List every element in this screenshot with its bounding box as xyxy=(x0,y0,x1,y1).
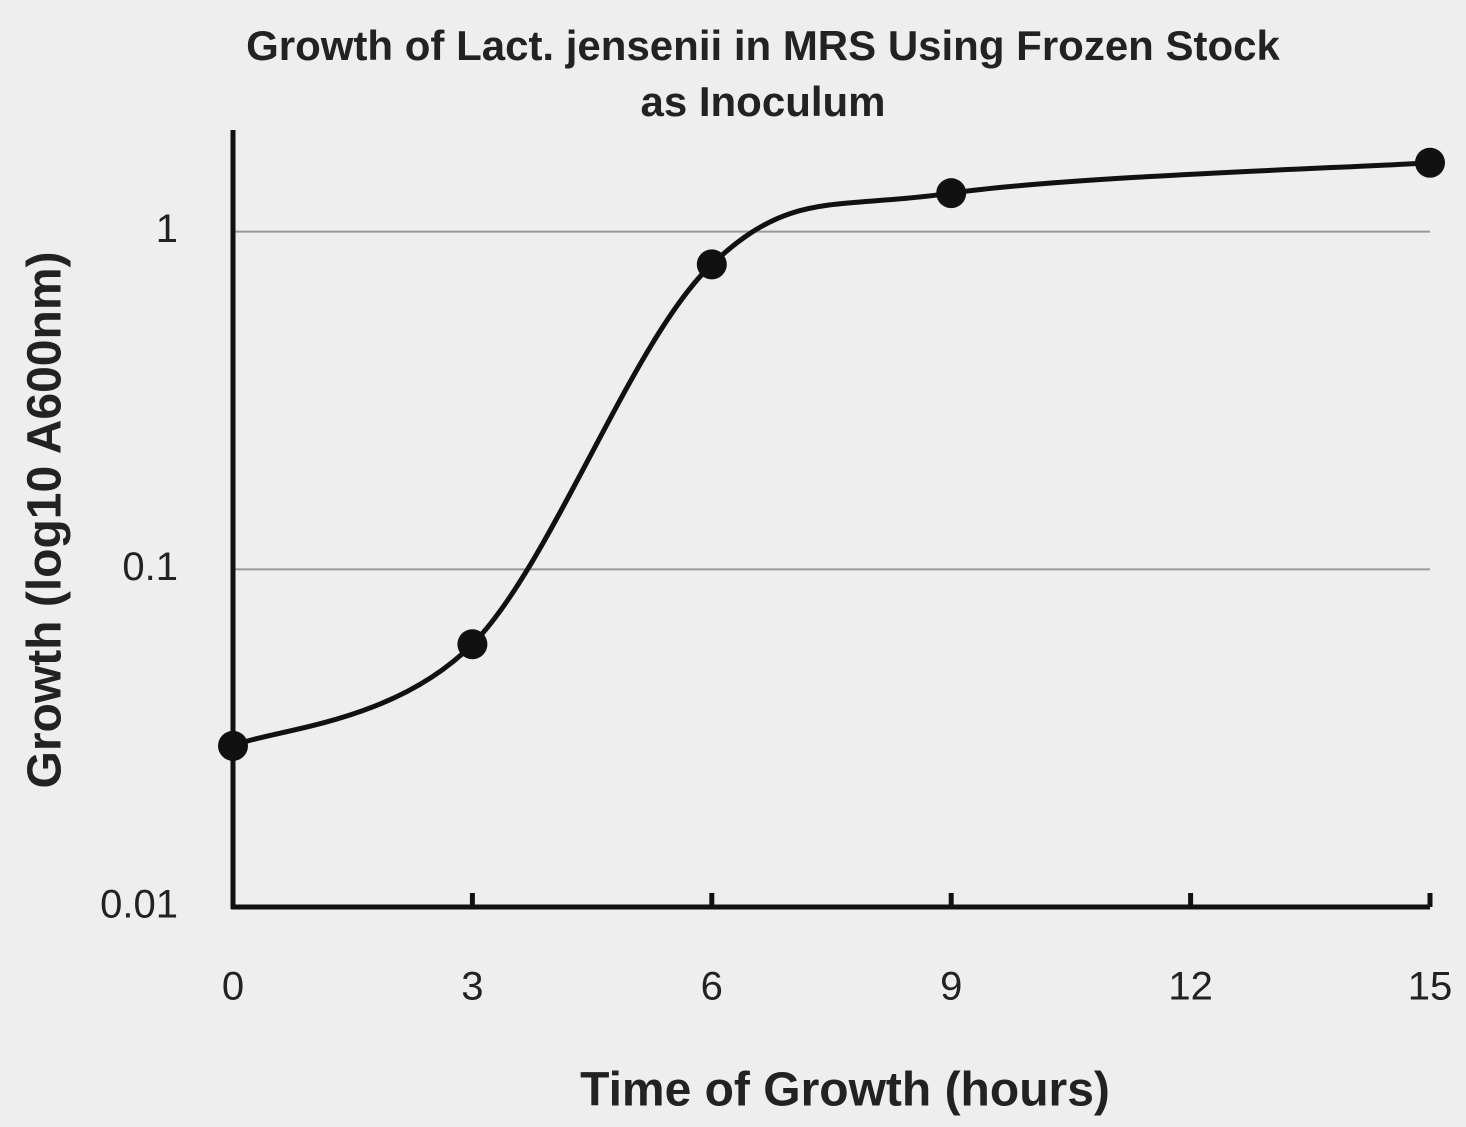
chart-title: Growth of Lact. jensenii in MRS Using Fr… xyxy=(246,22,1280,125)
y-tick-label: 0.1 xyxy=(122,545,178,589)
y-axis-title: Growth (log10 A600nm) xyxy=(19,252,72,789)
data-point xyxy=(218,730,248,761)
x-tick-label: 6 xyxy=(701,965,723,1009)
series-line xyxy=(232,160,1431,749)
data-point xyxy=(457,629,488,660)
x-tick-label: 15 xyxy=(1408,965,1453,1009)
x-tick-label: 12 xyxy=(1168,965,1213,1009)
y-tick-label: 0.01 xyxy=(100,883,178,927)
data-point xyxy=(1415,147,1445,178)
data-point xyxy=(696,249,727,280)
x-tick-label: 0 xyxy=(222,965,244,1009)
x-axis-title: Time of Growth (hours) xyxy=(580,1064,1110,1117)
x-tick-label: 9 xyxy=(940,965,962,1009)
x-tick-label: 3 xyxy=(461,965,483,1009)
data-point xyxy=(936,178,967,209)
y-tick-label: 1 xyxy=(156,207,178,251)
